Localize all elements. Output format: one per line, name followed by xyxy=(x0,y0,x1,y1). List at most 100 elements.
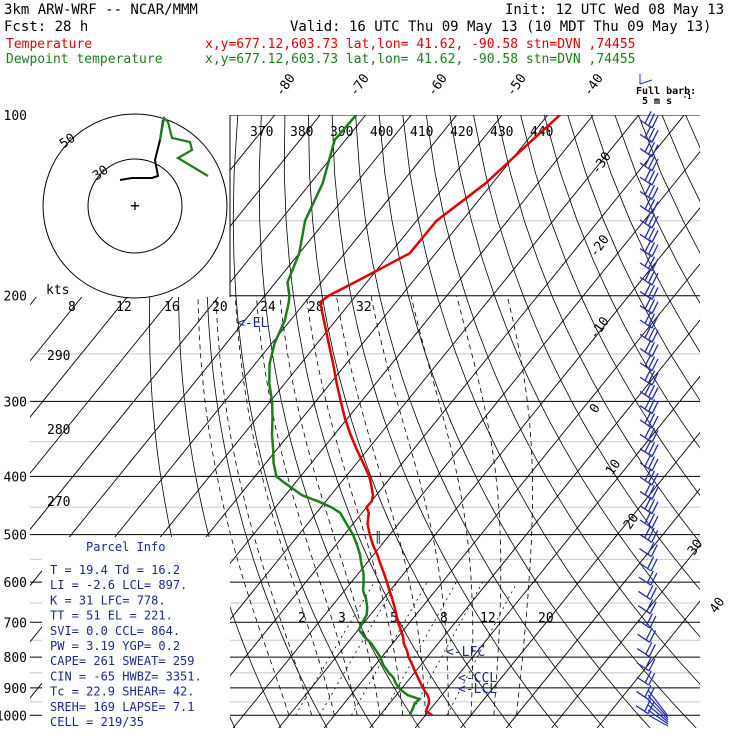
wind-barb-flag xyxy=(644,382,652,396)
wind-barb xyxy=(638,570,658,586)
wind-barb-flag xyxy=(647,370,656,384)
dewpoint-legend: Dewpoint temperature xyxy=(6,52,163,67)
wind-barb-flag xyxy=(647,213,656,226)
wind-barb-flag xyxy=(644,368,652,381)
barb-legend: Full barb: 5 m s -1 xyxy=(636,74,696,107)
wind-barb-flag xyxy=(651,387,659,400)
parcel-info-row: SVI= 0.0 CCL= 864. xyxy=(50,624,180,638)
wind-barb xyxy=(639,525,659,543)
wind-barb-flag xyxy=(644,168,652,181)
dewpoint-trace xyxy=(268,115,422,716)
dry-adiabat-470 xyxy=(685,115,700,149)
wind-barb-flag xyxy=(647,256,656,269)
parcel-info-row: CAPE= 261 SWEAT= 259 xyxy=(50,654,195,668)
wind-barb xyxy=(639,541,658,558)
mixing-ratio-label: 20 xyxy=(538,611,554,626)
wind-barb-flag xyxy=(650,558,658,572)
dry-adiabat-460 xyxy=(661,115,700,203)
dry-adiabat-label: 290 xyxy=(47,349,70,364)
wind-barb-flag xyxy=(647,313,656,326)
moist-adiabat-35 xyxy=(456,295,502,716)
parcel-info-row: LI = -2.6 LCL= 897. xyxy=(50,578,187,592)
wind-barb-flag xyxy=(644,482,652,496)
wind-barb-staff xyxy=(639,533,653,543)
wind-barb-flag xyxy=(644,139,652,153)
dry-adiabat-350 xyxy=(402,115,697,728)
el-label: <-EL xyxy=(237,316,268,331)
wind-barb-staff xyxy=(636,662,650,672)
parcel-info-row: K = 31 LFC= 778. xyxy=(50,593,166,607)
wind-barb-flag xyxy=(651,401,659,415)
wind-barb-flag xyxy=(649,629,657,643)
wind-barb xyxy=(639,425,659,443)
pw-marker: ∥ xyxy=(375,530,382,545)
wind-barb xyxy=(636,641,656,658)
isotherm-label: 10 xyxy=(603,457,624,478)
wind-barb-flag xyxy=(651,187,659,200)
wind-barb-surface xyxy=(647,704,669,723)
barb-legend-unit-superscript: -1 xyxy=(683,93,691,101)
theta-label: 370 xyxy=(250,125,273,140)
wind-barb-staff xyxy=(637,619,651,629)
wind-barb-flag xyxy=(651,515,659,529)
hodograph: + 50 30 kts xyxy=(30,113,231,299)
wind-barb-staff xyxy=(638,590,651,600)
wind-barb-flag xyxy=(644,239,652,253)
wind-barb-flag xyxy=(644,325,652,338)
wind-barb-flag xyxy=(644,684,652,698)
pressure-label-900: 900 xyxy=(4,682,27,697)
wind-barb-flag xyxy=(647,427,656,441)
wind-barb-flag xyxy=(647,127,656,141)
lcl-label: <-LCL xyxy=(458,682,497,697)
wind-barb-flag xyxy=(647,456,656,469)
wind-barb-flag xyxy=(646,599,654,612)
wind-barb-flag xyxy=(645,613,653,626)
wind-barb-flag xyxy=(651,144,659,157)
wind-barb-flag xyxy=(648,672,656,686)
wind-barb-flag xyxy=(647,284,656,298)
isotherm--10 xyxy=(278,207,700,728)
dry-adiabat-430 xyxy=(590,115,700,353)
wind-barb-flag xyxy=(651,358,659,372)
wind-barb-flag xyxy=(644,111,652,124)
theta-label: 380 xyxy=(290,125,313,140)
wind-barb-flag xyxy=(645,627,653,641)
wind-barb xyxy=(637,599,657,615)
wind-barb-flag xyxy=(651,329,659,343)
lfc-label: <-LFC xyxy=(446,645,485,660)
dry-adiabat-400 xyxy=(520,115,700,496)
wind-barb-flag xyxy=(647,356,656,369)
temperature-location: x,y=677.12,603.73 lat,lon= 41.62, -90.58… xyxy=(205,37,635,52)
wind-barb xyxy=(639,196,659,215)
pressure-label-100: 100 xyxy=(4,109,27,124)
wind-barb-flag xyxy=(647,499,656,512)
isotherm-label: -40 xyxy=(581,71,607,99)
wind-barb xyxy=(639,368,659,386)
wind-barb-flag xyxy=(644,211,652,224)
wind-barb xyxy=(636,656,656,672)
pressure-label-500: 500 xyxy=(4,529,27,544)
wind-barb xyxy=(636,670,656,686)
wind-barb-flag xyxy=(647,527,655,541)
wind-barb-flag xyxy=(647,270,656,284)
wind-barb-surface xyxy=(647,699,669,721)
parcel-info-row: T = 19.4 Td = 16.2 xyxy=(50,563,180,577)
wind-barb xyxy=(639,296,659,315)
isotherm-label: -10 xyxy=(587,314,613,342)
isotherm-0 xyxy=(323,263,700,728)
wind-barb-flag xyxy=(646,584,654,598)
pressure-label-200: 200 xyxy=(4,290,27,305)
mixing-ratio-3 xyxy=(319,581,398,716)
wind-barb-flag xyxy=(647,299,656,312)
wind-barb-flag xyxy=(651,472,659,486)
isotherm-60 xyxy=(596,600,700,728)
parcel-info-row: SREH= 169 LAPSE= 7.1 xyxy=(50,700,195,714)
wind-barb xyxy=(637,627,657,643)
wind-barb xyxy=(639,225,659,243)
isotherm--110 xyxy=(30,115,321,475)
pressure-label-800: 800 xyxy=(4,651,27,666)
dry-adiabat-330 xyxy=(355,115,605,728)
wind-barb xyxy=(639,111,659,129)
moist-adiabat-20 xyxy=(336,295,426,716)
